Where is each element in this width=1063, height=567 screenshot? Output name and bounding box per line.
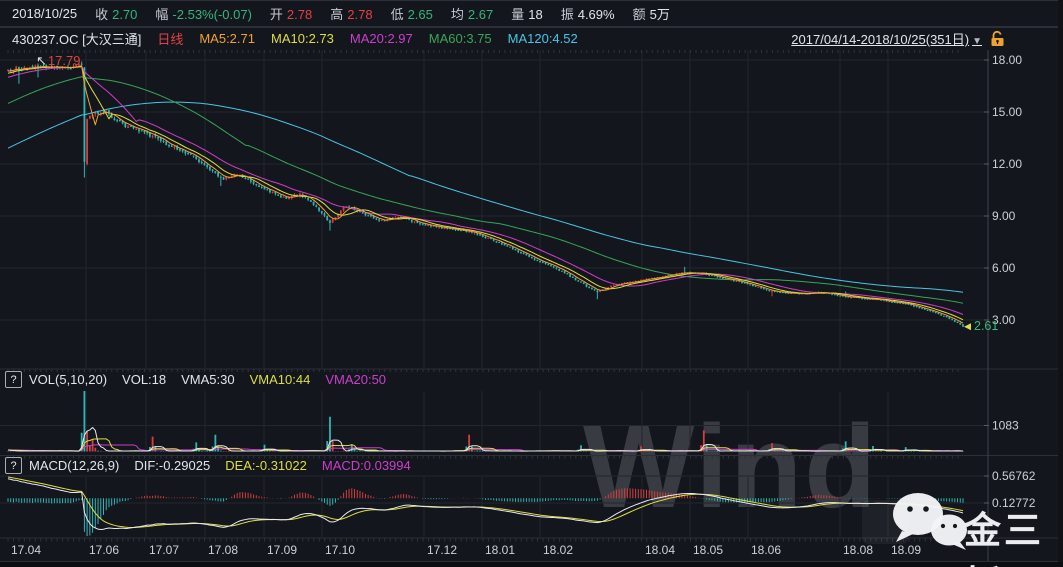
vol-panel-header: ? VOL(5,10,20) VOL:18 VMA5:30 VMA10:44 VMA20… [5,371,401,388]
quote-info-bar: 2018/10/25 收 2.70 幅 -2.53%(-0.07) 开 2.78 高 2.78… [0,0,1063,27]
indicator-legend-item: VMA5:30 [181,372,235,387]
y-axis-label: 1083 [992,419,1019,433]
date-range-dropdown[interactable]: 2017/04/14-2018/10/25(351日) ▼ [791,29,982,48]
x-axis-label: 17.09 [267,543,298,557]
period-label[interactable]: 日线 [157,32,184,47]
symbol-bar: 430237.OC [大汉三通] 日线 MA5:2.71 MA10:2.73 MA2… [0,28,1063,49]
x-axis-label: 18.01 [485,543,516,557]
y-axis-label: 3.00 [992,313,1016,327]
quote-date: 2018/10/25 [12,6,78,21]
chart-canvas[interactable] [0,50,985,368]
quote-field: 开 2.78 [269,7,313,22]
help-icon[interactable]: ? [5,371,22,388]
quote-field: 额 5万 [632,7,670,22]
unlock-icon[interactable] [990,30,1005,47]
high-price-annotation: ↖17.79 [36,53,80,69]
ma-legend-item: MA120:4.52 [507,31,578,46]
indicator-legend-item: VOL(5,10,20) [29,372,108,387]
x-axis-label: 18.02 [543,543,574,557]
ma-legend-item: MA20:2.97 [349,31,413,46]
y-axis-label: 15.00 [992,105,1022,119]
quote-field: 振 4.69% [560,7,615,22]
x-axis-label: 18.04 [645,543,676,557]
ma-legend: MA5:2.71 MA10:2.73 MA20:2.97 MA60:3.75 MA120… [199,31,593,46]
macd-legend: MACD(12,26,9) DIF:-0.29025 DEA:-0.31022 MAC… [29,458,426,473]
x-axis: 17.04 17.06 17.07 17.08 17.09 17.10 17.12 18.01… [0,541,1063,561]
indicator-legend-item: DEA:-0.31022 [225,458,307,473]
x-axis-label: 18.05 [693,543,724,557]
date-range-text: 2017/04/14-2018/10/25(351日) [791,32,970,47]
help-icon[interactable]: ? [5,457,22,474]
x-axis-label: 17.12 [427,543,458,557]
vol-legend: VOL(5,10,20) VOL:18 VMA5:30 VMA10:44 VMA20:5… [29,372,401,387]
high-price-value: 17.79 [47,53,81,68]
y-axis-label: 18.00 [992,53,1022,67]
indicator-legend-item: VOL:18 [122,372,167,387]
y-axis-label: 9.00 [992,209,1016,223]
x-axis-label: 17.07 [149,543,180,557]
ma-legend-item: MA10:2.73 [271,31,334,46]
quote-field: 低 2.65 [390,7,433,22]
x-axis-label: 17.06 [89,543,120,557]
x-axis-label: 18.08 [843,543,874,557]
quote-field: 高 2.78 [330,7,373,22]
quote-field: 收 2.70 [95,7,138,22]
last-price-label: 2.61 [974,318,999,333]
indicator-legend-item: MACD(12,26,9) [29,458,120,473]
x-axis-label: 17.04 [11,543,42,557]
indicator-legend-item: VMA20:50 [325,372,387,387]
chevron-down-icon: ▼ [972,36,982,47]
x-axis-label: 18.09 [891,543,922,557]
indicator-legend-item: MACD:0.03994 [321,458,411,473]
macd-panel-header: ? MACD(12,26,9) DIF:-0.29025 DEA:-0.31022 M… [5,457,426,474]
x-axis-label: 17.08 [208,543,239,557]
y-axis-label: 12.00 [992,157,1022,171]
date-range-control: 2017/04/14-2018/10/25(351日) ▼ [791,28,1005,49]
quote-field: 均 2.67 [450,7,494,22]
y-axis-label: 0.12772 [992,496,1036,510]
indicator-legend-item: DIF:-0.29025 [134,458,211,473]
x-axis-label: 18.06 [751,543,782,557]
ma-legend-item: MA60:3.75 [428,31,492,46]
y-axis-label: 0.56762 [992,469,1036,483]
quote-field: 幅 -2.53%(-0.07) [155,7,252,22]
symbol-code-name: 430237.OC [大汉三通] [12,32,142,47]
ma-legend-item: MA5:2.71 [199,31,255,46]
y-axis-label: 6.00 [992,261,1016,275]
x-axis-label: 17.10 [325,543,356,557]
annotation-arrow-icon: ↖ [36,53,47,68]
quote-field: 量 18 [511,7,543,22]
indicator-legend-item: VMA10:44 [249,372,311,387]
quote-fields: 收 2.70 幅 -2.53%(-0.07) 开 2.78 高 2.78 低 2.65 均 2.67 量… [77,4,670,23]
